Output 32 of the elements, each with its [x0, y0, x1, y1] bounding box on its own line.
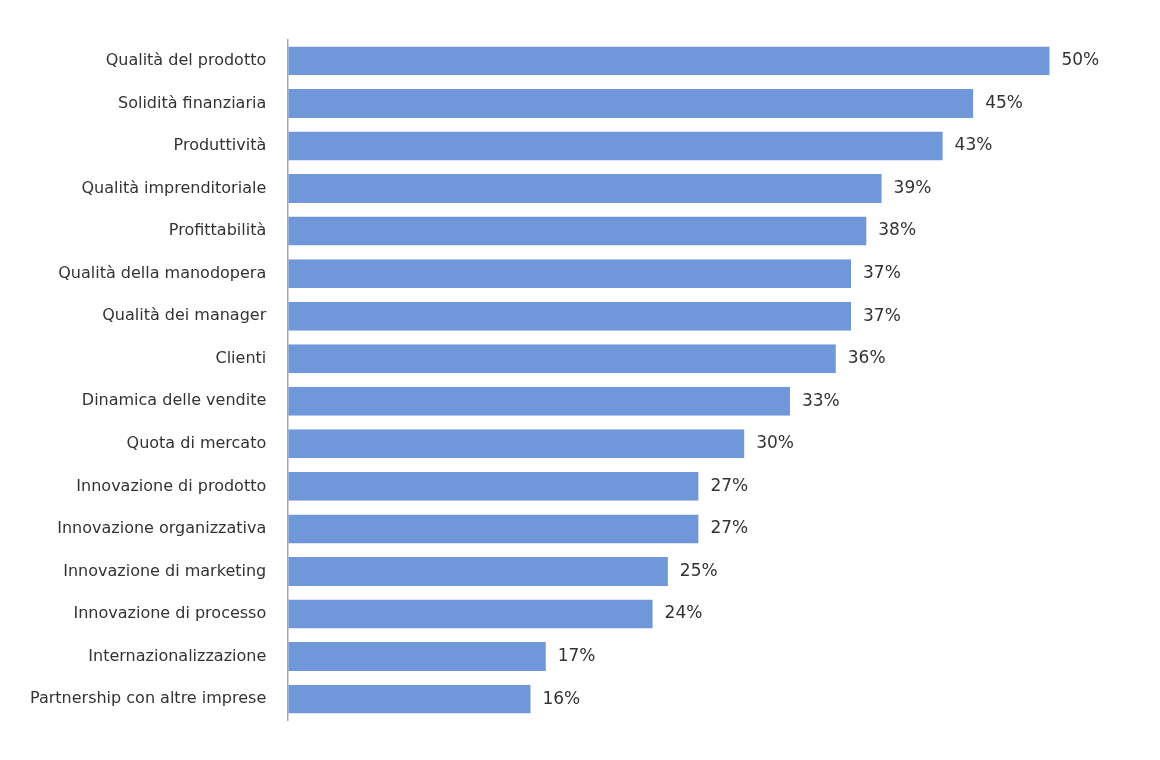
data-label: 27%	[710, 517, 749, 538]
y-tick-label: Qualità imprenditoriale	[81, 177, 267, 197]
y-tick-label: Dinamica delle vendite	[81, 390, 267, 410]
data-label: 24%	[664, 602, 703, 623]
data-label: 45%	[985, 91, 1023, 112]
y-tick-label: Innovazione di processo	[73, 603, 267, 623]
y-tick-label: Partnership con altre imprese	[29, 688, 267, 708]
y-tick-label: Qualità del prodotto	[105, 50, 267, 70]
data-label: 38%	[878, 219, 917, 240]
y-tick-label: Quota di mercato	[126, 432, 267, 452]
data-label: 50%	[1061, 49, 1100, 70]
data-label: 27%	[710, 474, 749, 495]
data-label: 33%	[801, 389, 840, 410]
y-tick-label: Innovazione di marketing	[63, 560, 267, 580]
data-label: 36%	[847, 347, 886, 368]
data-label: 30%	[756, 432, 794, 453]
y-tick-label: Qualità della manodopera	[58, 262, 267, 282]
data-label: 37%	[863, 304, 901, 325]
y-tick-label: Internazionalizzazione	[88, 645, 267, 665]
data-label: 25%	[679, 559, 718, 580]
data-label: 43%	[954, 134, 993, 155]
y-tick-label: Produttività	[173, 135, 267, 155]
data-label: 16%	[542, 687, 581, 708]
y-tick-label: Solidità finanziaria	[117, 92, 267, 112]
data-label: 17%	[557, 645, 596, 665]
data-label: 37%	[863, 262, 901, 283]
y-tick-label: Innovazione organizzativa	[57, 518, 267, 538]
y-tick-label: Clienti	[215, 347, 267, 367]
y-tick-label: Innovazione di prodotto	[76, 475, 267, 495]
data-label: 39%	[893, 176, 932, 197]
y-tick-label: Qualità dei manager	[102, 305, 267, 325]
y-tick-label: Profittabilità	[168, 220, 267, 240]
